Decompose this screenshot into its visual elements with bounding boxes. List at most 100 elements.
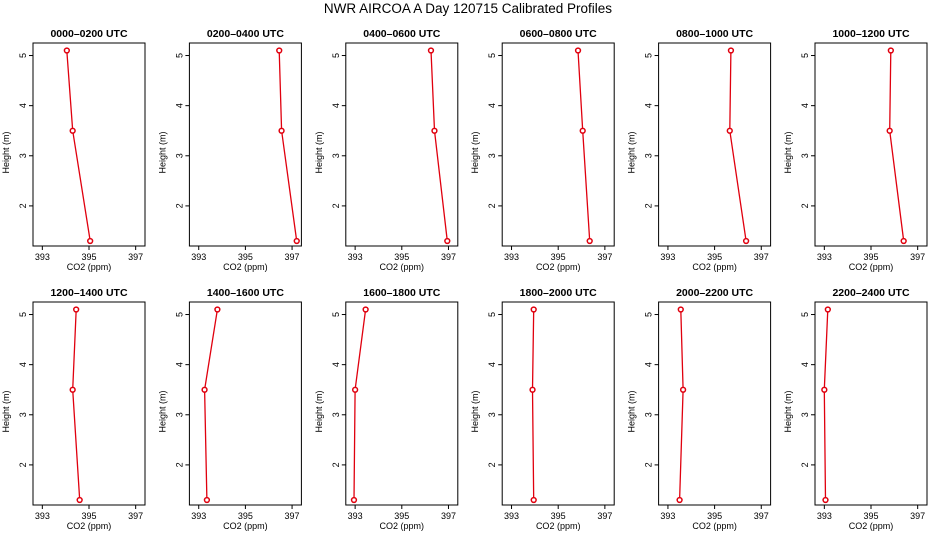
data-point [73, 306, 80, 313]
panel-2: 0200–0400 UTC 393 395 397 CO2 (ppm) 2 3 4 5 Heigh… [157, 28, 302, 272]
y-axis-label: Height (m) [627, 390, 637, 432]
panel-title: 0600–0800 UTC [520, 28, 597, 40]
y-tick-label: 3 [487, 412, 497, 417]
x-tick-label: 395 [394, 252, 409, 262]
data-point [530, 306, 537, 313]
panel-11: 2000–2200 UTC 393 395 397 CO2 (ppm) 2 3 4 5 Heigh… [627, 287, 772, 531]
data-point [529, 386, 536, 393]
x-tick-label: 395 [863, 511, 878, 521]
x-axis-label: CO2 (ppm) [223, 521, 268, 531]
y-axis-label: Height (m) [157, 131, 167, 173]
panel-7: 1200–1400 UTC 393 395 397 CO2 (ppm) 2 3 4 5 Heigh… [1, 287, 146, 531]
data-point [201, 386, 208, 393]
panel-title: 2200–2400 UTC [832, 287, 909, 299]
profile-line [430, 50, 448, 242]
y-tick-label: 4 [487, 103, 497, 108]
profile-line [203, 309, 219, 501]
y-tick-label: 4 [644, 103, 654, 108]
plot-frame [658, 42, 772, 247]
data-point [900, 237, 907, 245]
y-tick-label: 5 [331, 312, 341, 317]
x-axis-label: CO2 (ppm) [67, 521, 112, 531]
y-tick-label: 3 [18, 153, 28, 158]
y-tick-label: 4 [174, 103, 184, 108]
y-axis-label: Height (m) [314, 390, 324, 432]
y-axis-label: Height (m) [314, 131, 324, 173]
plot-frame [501, 301, 615, 506]
profile-line [531, 309, 535, 501]
data-point [444, 237, 451, 245]
y-tick-label: 3 [331, 153, 341, 158]
y-axis-label: Height (m) [783, 131, 793, 173]
plot-frame [658, 301, 772, 506]
data-point [530, 496, 537, 504]
panel-title: 0800–1000 UTC [676, 28, 753, 40]
x-tick-label: 397 [441, 511, 456, 521]
data-point [679, 386, 687, 393]
y-axis-label: Height (m) [157, 390, 167, 432]
y-tick-label: 4 [487, 362, 497, 367]
y-tick-label: 5 [331, 53, 341, 58]
y-tick-label: 5 [800, 53, 810, 58]
data-point [76, 496, 83, 504]
profile-line [678, 309, 684, 501]
y-tick-label: 2 [800, 462, 810, 467]
x-tick-label: 397 [441, 252, 456, 262]
x-tick-label: 397 [754, 511, 769, 521]
x-tick-label: 395 [394, 511, 409, 521]
x-axis-label: CO2 (ppm) [849, 262, 894, 272]
y-axis-label: Height (m) [470, 390, 480, 432]
data-point [350, 496, 358, 504]
data-point [677, 306, 684, 313]
data-point [887, 47, 894, 54]
panel-5: 0800–1000 UTC 393 395 397 CO2 (ppm) 2 3 4 5 Heigh… [627, 28, 772, 272]
x-axis-label: CO2 (ppm) [380, 521, 425, 531]
data-point [676, 496, 683, 504]
plot-frame [814, 42, 928, 247]
y-tick-label: 2 [800, 203, 810, 208]
data-point [69, 386, 76, 393]
panel-title: 1600–1800 UTC [363, 287, 440, 299]
data-point [821, 386, 828, 393]
plot-frame [188, 42, 302, 247]
y-tick-label: 2 [487, 462, 497, 467]
x-tick-label: 393 [35, 252, 50, 262]
x-tick-label: 393 [348, 252, 363, 262]
panel-title: 2000–2200 UTC [676, 287, 753, 299]
y-axis-label: Height (m) [627, 131, 637, 173]
y-tick-label: 5 [487, 53, 497, 58]
x-tick-label: 393 [660, 252, 675, 262]
data-point [362, 306, 369, 313]
x-tick-label: 395 [707, 252, 722, 262]
y-tick-label: 2 [331, 462, 341, 467]
plot-frame [32, 301, 146, 506]
y-tick-label: 5 [174, 312, 184, 317]
panel-title: 1200–1400 UTC [50, 287, 127, 299]
y-tick-label: 3 [644, 412, 654, 417]
x-tick-label: 397 [128, 252, 143, 262]
x-tick-label: 393 [191, 511, 206, 521]
x-axis-label: CO2 (ppm) [692, 521, 737, 531]
x-tick-label: 393 [504, 511, 519, 521]
plot-frame [345, 42, 459, 247]
x-axis-label: CO2 (ppm) [223, 262, 268, 272]
x-tick-label: 393 [504, 252, 519, 262]
y-tick-label: 3 [174, 153, 184, 158]
panel-8: 1400–1600 UTC 393 395 397 CO2 (ppm) 2 3 4 5 Heigh… [157, 287, 302, 531]
data-point [87, 237, 94, 245]
y-tick-label: 5 [644, 53, 654, 58]
x-tick-label: 395 [551, 252, 566, 262]
y-tick-label: 4 [174, 362, 184, 367]
panel-10: 1800–2000 UTC 393 395 397 CO2 (ppm) 2 3 4 5 Heigh… [470, 287, 615, 531]
x-axis-label: CO2 (ppm) [67, 262, 112, 272]
panel-title: 1400–1600 UTC [207, 287, 284, 299]
x-tick-label: 395 [863, 252, 878, 262]
data-point [886, 127, 893, 134]
y-tick-label: 3 [644, 153, 654, 158]
plot-frame [501, 42, 615, 247]
y-axis-label: Height (m) [470, 131, 480, 173]
x-axis-label: CO2 (ppm) [536, 262, 581, 272]
y-tick-label: 2 [331, 203, 341, 208]
x-tick-label: 397 [128, 511, 143, 521]
